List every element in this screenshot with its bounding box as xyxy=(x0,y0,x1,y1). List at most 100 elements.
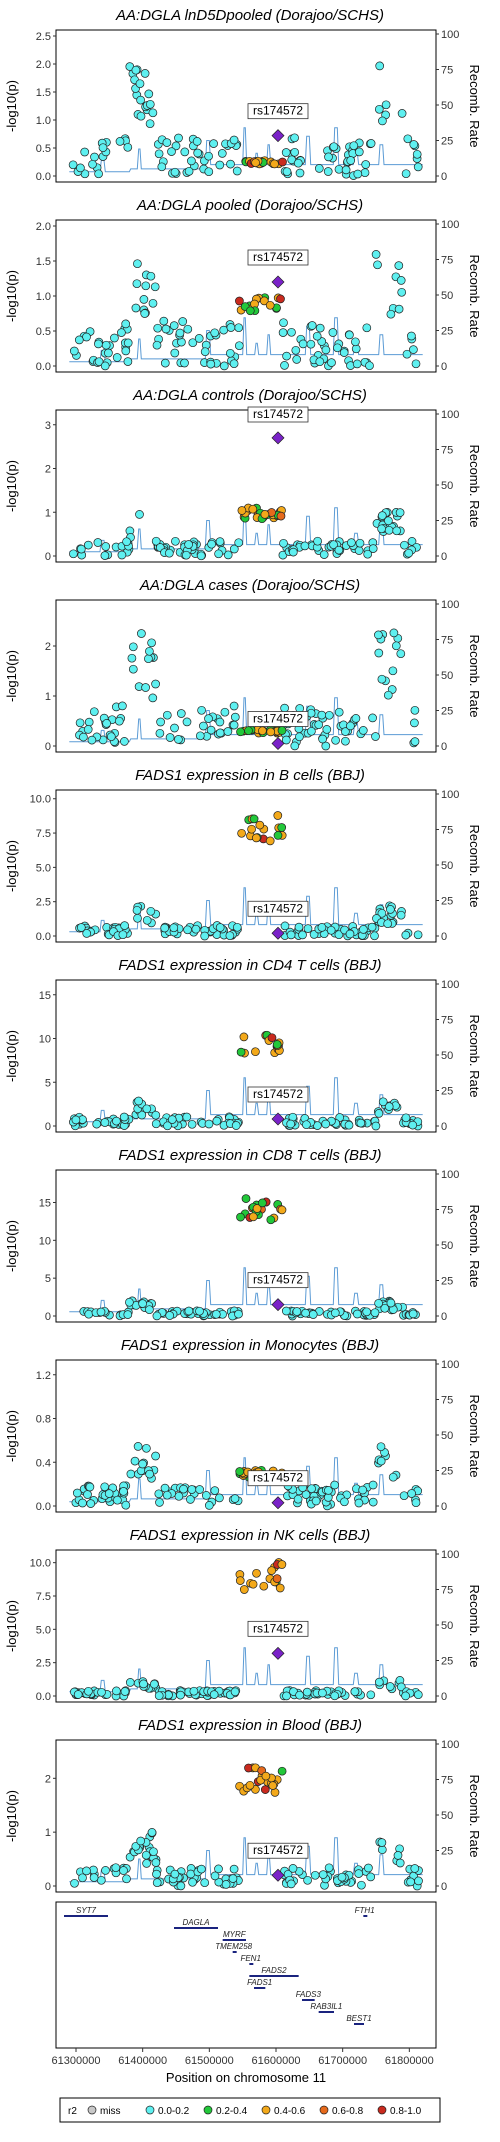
plot-frame xyxy=(55,409,437,563)
snp-point xyxy=(229,359,239,369)
gene-label: FTH1 xyxy=(355,1906,375,1915)
legend-label: 0.2-0.4 xyxy=(216,2106,248,2117)
snp-point xyxy=(100,1482,110,1492)
snp-point xyxy=(376,1456,386,1466)
snp-point xyxy=(232,922,242,932)
snp-point xyxy=(245,306,255,316)
y-tick-label: 5.0 xyxy=(36,862,51,874)
snp-point xyxy=(292,1307,302,1316)
snp-point xyxy=(154,1691,164,1701)
snp-point xyxy=(340,1497,349,1507)
snp-point xyxy=(248,504,258,514)
snp-point xyxy=(378,116,387,126)
snp-point xyxy=(295,732,304,742)
snp-point xyxy=(341,736,350,746)
panel-title: FADS1 expression in CD4 T cells (BBJ) xyxy=(118,957,381,974)
snp-point xyxy=(215,160,225,170)
lead-snp-label-box xyxy=(247,1842,309,1859)
snp-point xyxy=(329,540,338,550)
snp-point xyxy=(163,1121,172,1131)
snp-point xyxy=(226,323,236,332)
snp-point xyxy=(197,705,206,715)
snp-point xyxy=(145,99,155,109)
snp-point xyxy=(194,334,204,343)
snp-point xyxy=(159,316,169,326)
snp-point xyxy=(370,1308,380,1318)
snp-point xyxy=(364,1863,373,1873)
snp-point xyxy=(367,922,377,932)
snp-point xyxy=(212,1116,222,1126)
panel-6: FADS1 expression in CD8 T cells (BBJ) 0 5 1… xyxy=(4,1147,482,1323)
recomb-tick-label: 25 xyxy=(441,1846,453,1858)
snp-point xyxy=(241,1194,251,1203)
recomb-tick-label: 25 xyxy=(441,1656,453,1668)
snp-point xyxy=(290,133,299,143)
snp-point xyxy=(272,1040,282,1049)
snp-point xyxy=(410,1864,420,1873)
snp-point xyxy=(162,138,172,147)
snp-point xyxy=(331,735,340,745)
snp-point xyxy=(104,348,113,358)
snp-point xyxy=(125,1297,134,1307)
snp-point xyxy=(134,1096,143,1106)
gene-label: MYRF xyxy=(223,1930,247,1939)
lead-snp-label: rs174572 xyxy=(253,1843,303,1857)
snp-point xyxy=(209,139,218,148)
panel-7: FADS1 expression in Monocytes (BBJ) 0.0 0.… xyxy=(4,1337,482,1513)
snp-point xyxy=(72,1488,82,1498)
snp-point xyxy=(308,1310,318,1319)
snp-point xyxy=(210,1486,220,1495)
y-tick-label: 1 xyxy=(45,507,51,519)
recomb-tick-label: 0 xyxy=(441,1121,447,1133)
snp-point xyxy=(315,357,325,367)
snp-point xyxy=(282,167,292,177)
snp-point xyxy=(248,1212,258,1222)
y-axis-label: -log10(p) xyxy=(4,1410,19,1462)
y-axis-label: -log10(p) xyxy=(4,80,19,132)
snp-point xyxy=(162,710,172,720)
snp-point xyxy=(407,1489,416,1498)
y-tick-label: 0.5 xyxy=(36,326,51,338)
recomb-tick-label: 100 xyxy=(441,979,459,991)
snp-point xyxy=(392,526,402,536)
snp-point xyxy=(374,1298,383,1308)
snp-point xyxy=(302,1120,311,1130)
snp-point xyxy=(268,1781,278,1790)
legend-label: 0.8-1.0 xyxy=(390,2106,422,2117)
recomb-tick-label: 0 xyxy=(441,551,447,563)
lead-snp-marker xyxy=(271,431,285,445)
snp-point xyxy=(245,1780,255,1790)
snp-point xyxy=(152,340,162,350)
snp-point xyxy=(236,1047,246,1057)
snp-point xyxy=(303,924,313,933)
snp-point xyxy=(225,348,235,358)
snp-point xyxy=(200,1878,210,1888)
snp-point xyxy=(236,727,245,737)
snp-point xyxy=(362,323,372,333)
snp-point xyxy=(278,157,287,167)
snp-point xyxy=(201,1491,211,1500)
snp-point xyxy=(234,341,244,351)
snp-point xyxy=(217,149,227,158)
legend-box xyxy=(59,2097,441,2123)
snp-point xyxy=(84,1309,94,1319)
snp-point xyxy=(307,726,316,736)
snp-point xyxy=(133,1442,143,1451)
snp-point xyxy=(82,332,91,342)
snp-point xyxy=(133,259,142,269)
snp-point xyxy=(200,347,210,357)
recomb-tick-label: 50 xyxy=(441,670,453,682)
snp-point xyxy=(221,1880,231,1889)
snp-point xyxy=(90,152,99,162)
snp-point xyxy=(354,147,364,157)
snp-point xyxy=(184,540,193,549)
snp-point xyxy=(210,1871,220,1881)
snp-point xyxy=(152,1869,161,1879)
snp-point xyxy=(206,359,216,369)
snp-point xyxy=(187,1119,197,1129)
snp-point xyxy=(149,1847,158,1857)
snp-point xyxy=(239,1032,249,1042)
snp-point xyxy=(225,931,235,941)
snp-point xyxy=(384,1102,394,1111)
snp-point xyxy=(219,325,229,335)
